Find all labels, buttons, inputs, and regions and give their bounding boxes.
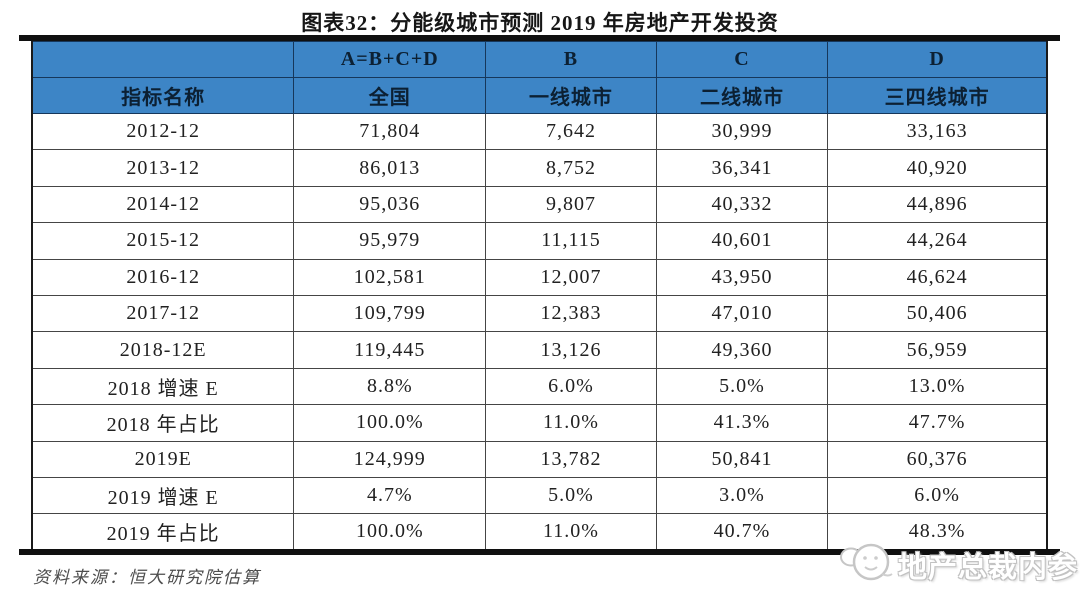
table-header: A=B+C+D B C D 指标名称 全国 一线城市 二线城市 三四线城市 [31, 41, 1048, 114]
table-row: 2018 增速 E 8.8% 6.0% 5.0% 13.0% [31, 367, 1048, 406]
value-cell: 95,979 [293, 222, 487, 260]
row-label-cell: 2018 年占比 [31, 404, 295, 442]
value-cell: 40,332 [655, 185, 829, 224]
row-label-cell: 2019 增速 E [31, 476, 295, 515]
value-cell: 47,010 [655, 294, 829, 333]
value-cell: 71,804 [293, 112, 487, 151]
value-cell: 11,115 [485, 222, 657, 260]
value-cell: 50,406 [827, 294, 1048, 333]
value-cell: 8,752 [485, 149, 657, 187]
row-label-cell: 2014-12 [31, 185, 295, 224]
row-label-cell: 2016-12 [31, 258, 295, 296]
table-row: 2017-12 109,799 12,383 47,010 50,406 [31, 294, 1048, 333]
value-cell: 36,341 [655, 149, 829, 187]
data-table: A=B+C+D B C D 指标名称 全国 一线城市 二线城市 三四线城市 20… [31, 41, 1048, 551]
value-cell: 40,920 [827, 149, 1048, 187]
value-cell: 119,445 [293, 331, 487, 369]
mascot-icon [838, 538, 896, 591]
watermark: 地产总裁内参 [838, 538, 1078, 591]
table-top-rule [19, 35, 1060, 41]
header-cell-formula-a: A=B+C+D [293, 41, 487, 78]
value-cell: 60,376 [827, 440, 1048, 478]
value-cell: 40.7% [655, 513, 829, 551]
value-cell: 11.0% [485, 513, 657, 551]
header-row-names: 指标名称 全国 一线城市 二线城市 三四线城市 [31, 77, 1048, 114]
table-row: 2019 增速 E 4.7% 5.0% 3.0% 6.0% [31, 476, 1048, 515]
header-row-formula: A=B+C+D B C D [31, 41, 1048, 78]
header-cell-formula-c: C [655, 41, 829, 78]
value-cell: 7,642 [485, 112, 657, 151]
value-cell: 4.7% [293, 476, 487, 515]
header-cell-formula-b: B [485, 41, 657, 78]
header-cell-tier34: 三四线城市 [827, 77, 1048, 114]
table-row: 2016-12 102,581 12,007 43,950 46,624 [31, 258, 1048, 296]
value-cell: 100.0% [293, 404, 487, 442]
value-cell: 33,163 [827, 112, 1048, 151]
value-cell: 3.0% [655, 476, 829, 515]
header-cell-tier2: 二线城市 [655, 77, 829, 114]
value-cell: 5.0% [485, 476, 657, 515]
value-cell: 40,601 [655, 222, 829, 260]
table-row: 2013-12 86,013 8,752 36,341 40,920 [31, 149, 1048, 187]
row-label-cell: 2015-12 [31, 222, 295, 260]
value-cell: 13.0% [827, 367, 1048, 406]
value-cell: 44,264 [827, 222, 1048, 260]
value-cell: 30,999 [655, 112, 829, 151]
row-label-cell: 2019E [31, 440, 295, 478]
row-label-cell: 2013-12 [31, 149, 295, 187]
table-container: A=B+C+D B C D 指标名称 全国 一线城市 二线城市 三四线城市 20… [31, 41, 1048, 551]
header-cell-blank [31, 41, 295, 78]
value-cell: 12,007 [485, 258, 657, 296]
header-cell-national: 全国 [293, 77, 487, 114]
value-cell: 46,624 [827, 258, 1048, 296]
value-cell: 6.0% [827, 476, 1048, 515]
value-cell: 8.8% [293, 367, 487, 406]
table-row: 2019E 124,999 13,782 50,841 60,376 [31, 440, 1048, 478]
value-cell: 11.0% [485, 404, 657, 442]
table-row: 2015-12 95,979 11,115 40,601 44,264 [31, 222, 1048, 260]
header-cell-tier1: 一线城市 [485, 77, 657, 114]
row-label-cell: 2018 增速 E [31, 367, 295, 406]
value-cell: 5.0% [655, 367, 829, 406]
source-note: 资料来源：恒大研究院估算 [33, 568, 261, 587]
value-cell: 6.0% [485, 367, 657, 406]
value-cell: 44,896 [827, 185, 1048, 224]
value-cell: 48.3% [827, 513, 1048, 551]
header-cell-formula-d: D [827, 41, 1048, 78]
row-label-cell: 2017-12 [31, 294, 295, 333]
table-body: 2012-12 71,804 7,642 30,999 33,163 2013-12 86,… [31, 112, 1048, 551]
value-cell: 100.0% [293, 513, 487, 551]
value-cell: 86,013 [293, 149, 487, 187]
value-cell: 41.3% [655, 404, 829, 442]
value-cell: 49,360 [655, 331, 829, 369]
value-cell: 9,807 [485, 185, 657, 224]
table-row: 2012-12 71,804 7,642 30,999 33,163 [31, 112, 1048, 151]
table-row: 2018 年占比 100.0% 11.0% 41.3% 47.7% [31, 404, 1048, 442]
row-label-cell: 2012-12 [31, 112, 295, 151]
row-label-cell: 2019 年占比 [31, 513, 295, 551]
value-cell: 102,581 [293, 258, 487, 296]
value-cell: 124,999 [293, 440, 487, 478]
value-cell: 12,383 [485, 294, 657, 333]
value-cell: 56,959 [827, 331, 1048, 369]
header-cell-indicator: 指标名称 [31, 77, 295, 114]
value-cell: 50,841 [655, 440, 829, 478]
page-title: 图表32：分能级城市预测 2019 年房地产开发投资 [301, 11, 779, 35]
table-bottom-rule [19, 549, 1060, 555]
table-row: 2014-12 95,036 9,807 40,332 44,896 [31, 185, 1048, 224]
value-cell: 13,126 [485, 331, 657, 369]
row-label-cell: 2018-12E [31, 331, 295, 369]
table-row: 2019 年占比 100.0% 11.0% 40.7% 48.3% [31, 513, 1048, 551]
value-cell: 95,036 [293, 185, 487, 224]
value-cell: 43,950 [655, 258, 829, 296]
table-row: 2018-12E 119,445 13,126 49,360 56,959 [31, 331, 1048, 369]
watermark-text: 地产总裁内参 [898, 551, 1079, 584]
value-cell: 13,782 [485, 440, 657, 478]
value-cell: 47.7% [827, 404, 1048, 442]
value-cell: 109,799 [293, 294, 487, 333]
